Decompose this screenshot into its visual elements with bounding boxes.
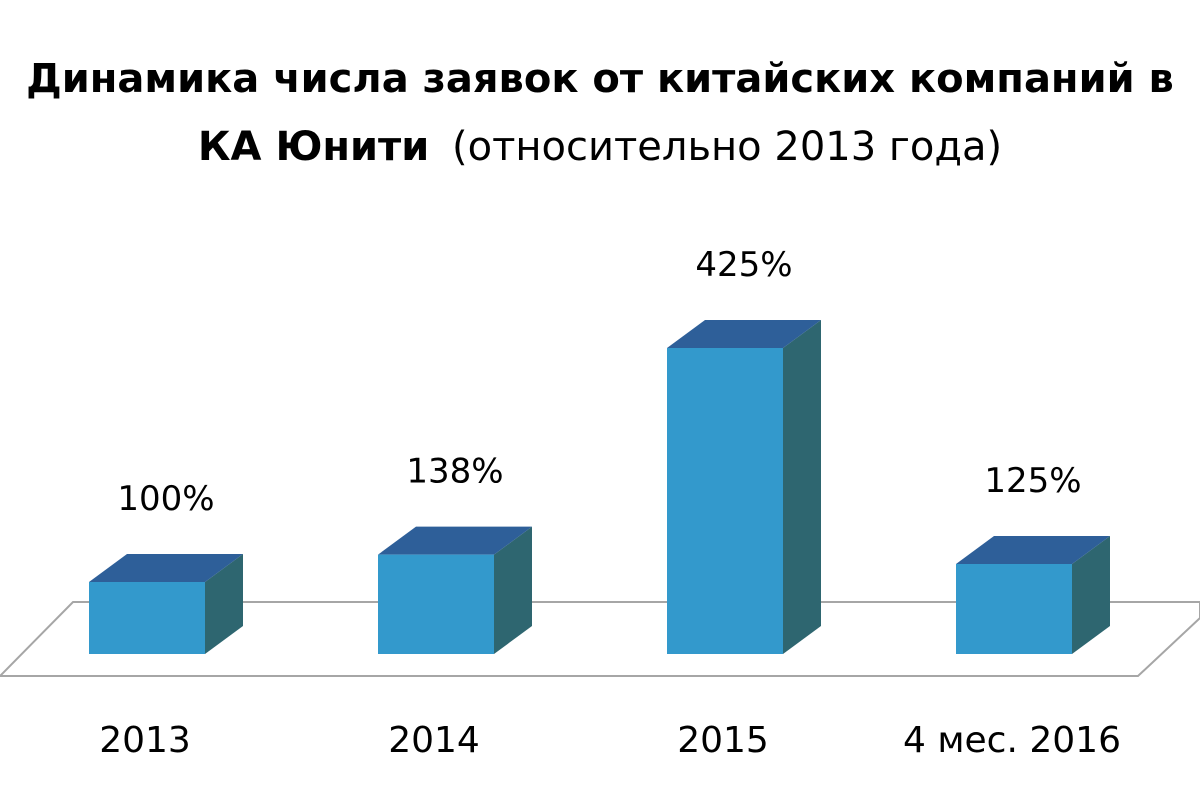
- chart-floor: [0, 601, 1200, 677]
- category-label: 2015: [677, 720, 769, 761]
- bar-2013: [89, 554, 243, 654]
- chart-title-line2-bold: КА Юнити: [198, 124, 429, 170]
- data-label: 425%: [695, 245, 792, 285]
- category-label: 4 мес. 2016: [903, 720, 1121, 761]
- bar-top-face: [667, 320, 821, 348]
- bar-top-face: [956, 536, 1110, 564]
- chart-title-line2-normal: (относительно 2013 года): [452, 124, 1002, 170]
- labels-group: 100% 2013 138% 2014 425% 2015 125% 4 мес. 2016: [99, 245, 1121, 761]
- bar-front-face: [956, 564, 1072, 654]
- bar-4-2016: [956, 536, 1110, 654]
- category-label: 2013: [99, 720, 191, 761]
- bar-side-face: [1072, 536, 1110, 654]
- bar-top-face: [89, 554, 243, 582]
- data-label: 125%: [984, 461, 1081, 501]
- bar-front-face: [378, 554, 494, 654]
- data-label: 138%: [406, 452, 503, 492]
- bar-side-face: [494, 526, 532, 654]
- chart-title-line1: Динамика числа заявок от китайских компа…: [26, 56, 1174, 102]
- bar-2015: [667, 320, 821, 654]
- bar-side-face: [205, 554, 243, 654]
- category-label: 2014: [388, 720, 480, 761]
- data-label: 100%: [117, 479, 214, 519]
- bar-2014: [378, 526, 532, 654]
- bar-top-face: [378, 526, 532, 555]
- bar-front-face: [667, 348, 783, 654]
- bar-front-face: [89, 582, 205, 654]
- chart-title-line2: КА Юнити (относительно 2013 года): [198, 124, 1002, 170]
- bar-side-face: [783, 320, 821, 654]
- bars-group: [89, 320, 1110, 654]
